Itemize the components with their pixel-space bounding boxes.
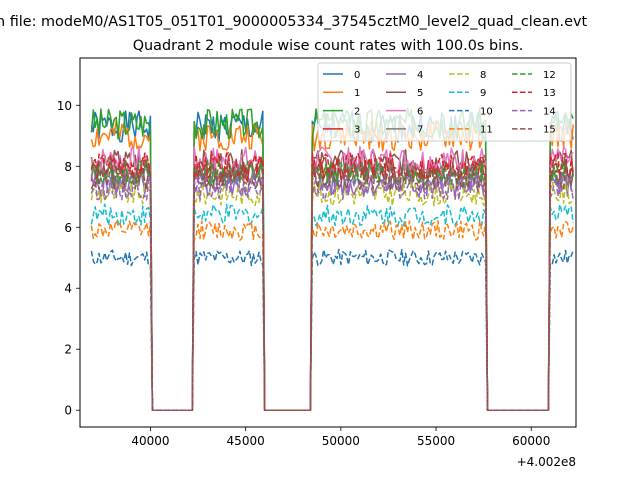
- legend-label-8: 8: [480, 70, 486, 81]
- chart-title: Quadrant 2 module wise count rates with …: [133, 38, 524, 54]
- legend-label-14: 14: [543, 106, 556, 117]
- legend-label-0: 0: [354, 70, 360, 81]
- x-tick-label: 55000: [417, 434, 455, 448]
- legend-label-10: 10: [480, 106, 493, 117]
- y-tick-label: 2: [64, 343, 72, 357]
- y-tick-label: 0: [64, 404, 72, 418]
- legend-label-4: 4: [417, 70, 423, 81]
- legend-label-2: 2: [354, 106, 360, 117]
- y-tick-label: 8: [64, 160, 72, 174]
- x-axis: 40000 45000 50000 55000 60000: [131, 427, 550, 448]
- legend-box: [317, 62, 572, 142]
- y-tick-label: 6: [64, 221, 72, 235]
- legend-label-5: 5: [417, 88, 423, 99]
- x-tick-label: 50000: [322, 434, 360, 448]
- legend-label-1: 1: [354, 88, 360, 99]
- y-axis: 0 2 4 6 8 10: [57, 99, 80, 418]
- plot-frame: [79, 57, 577, 428]
- legend-label-6: 6: [417, 106, 423, 117]
- y-tick-label: 4: [64, 282, 72, 296]
- series-line-15: [90, 165, 574, 411]
- figure-suptitle: n file: modeM0/AS1T05_051T01_9000005334_…: [0, 14, 587, 30]
- legend-label-15: 15: [543, 125, 556, 136]
- legend-label-9: 9: [480, 88, 486, 99]
- series-line-14: [90, 174, 574, 411]
- x-tick-label: 45000: [227, 434, 265, 448]
- x-tick-label: 40000: [131, 434, 169, 448]
- y-tick-label: 10: [57, 99, 72, 113]
- legend-label-7: 7: [417, 125, 423, 136]
- legend-label-12: 12: [543, 70, 556, 81]
- legend-label-3: 3: [354, 125, 360, 136]
- legend-label-11: 11: [480, 125, 493, 136]
- legend-label-13: 13: [543, 88, 556, 99]
- x-offset-label: +4.002e8: [517, 455, 576, 469]
- x-tick-label: 60000: [512, 434, 550, 448]
